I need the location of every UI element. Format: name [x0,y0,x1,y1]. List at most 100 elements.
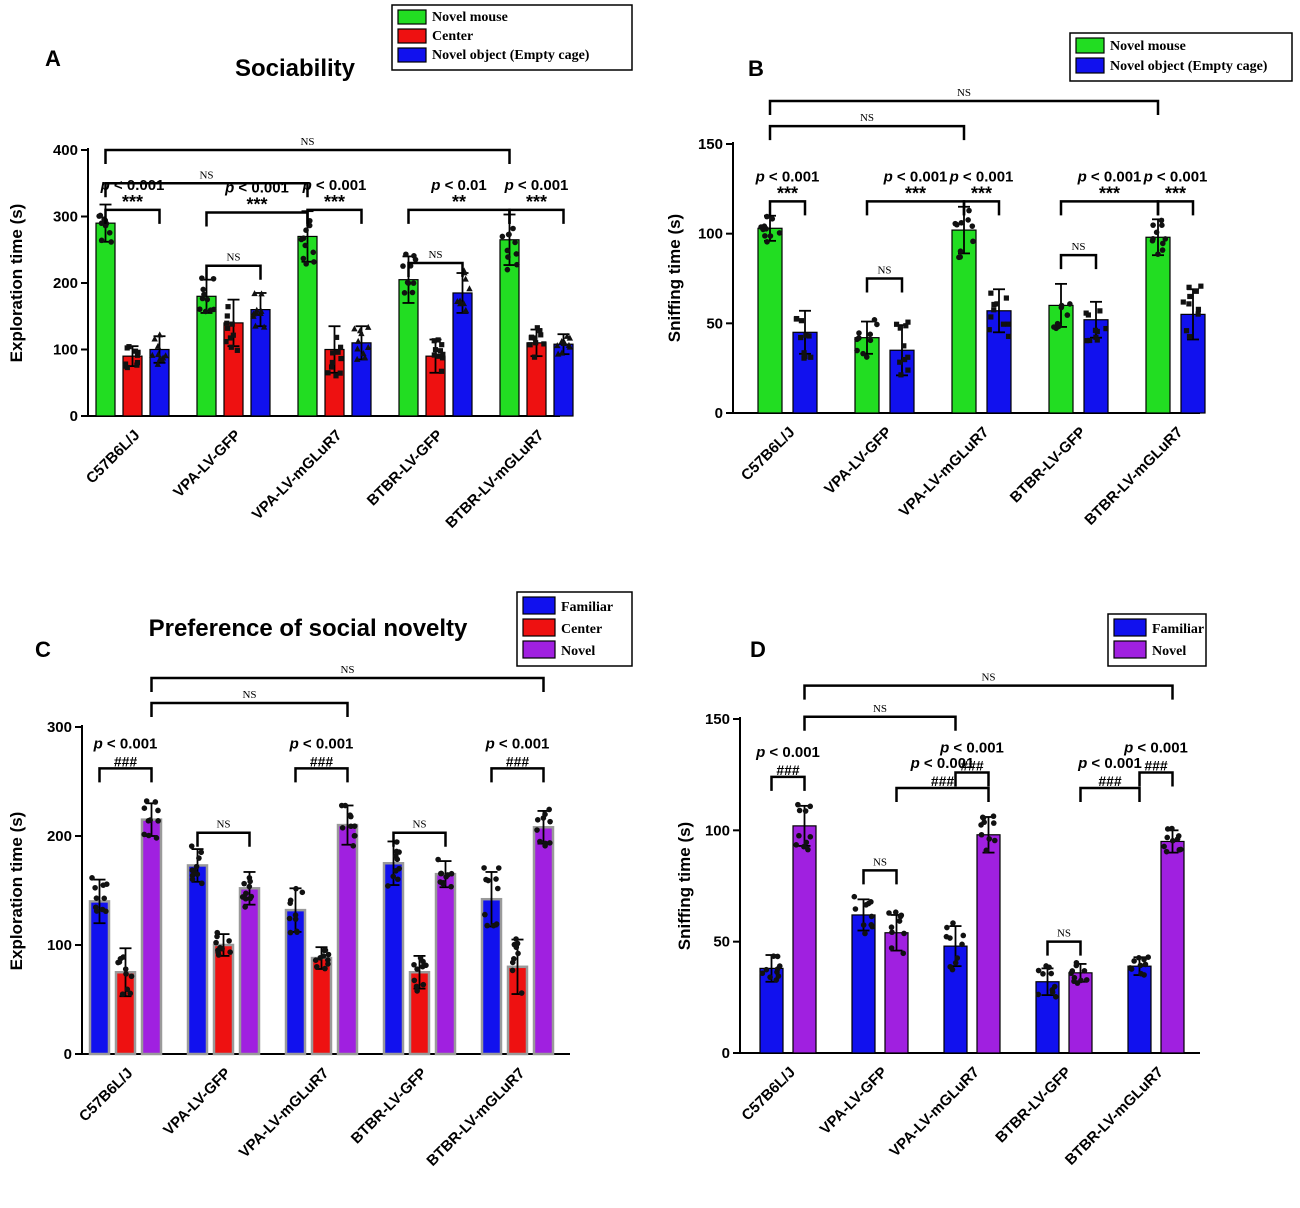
data-point [504,266,511,273]
data-point [1169,837,1176,844]
data-point [901,343,907,349]
data-point [905,319,911,325]
data-point [851,893,858,900]
data-point [542,843,548,849]
legend-swatch [1075,57,1105,74]
category-label: C57B6L/J [76,1065,136,1125]
p-threshold: < 0.001 [959,168,1014,185]
data-point [226,938,232,944]
data-point [1186,284,1192,290]
significance-bracket [508,208,565,224]
data-point [400,263,406,269]
data-point [440,351,446,357]
data-point [862,930,868,937]
data-point [122,966,129,972]
p-value-label: p < 0.001 [1143,168,1208,185]
panel-c: C Preference of social novelty Exploration… [7,591,633,1170]
data-point [793,842,800,848]
data-point [1071,978,1077,985]
data-point [1195,311,1201,317]
data-point [528,334,535,340]
data-point [325,957,331,963]
data-point [868,913,875,920]
data-point [1180,299,1186,305]
p-symbol: p [910,755,920,772]
p-value-label: p < 0.001 [93,735,158,752]
data-point [903,323,909,329]
significance-bracket [1156,200,1195,216]
legend-swatch [1075,37,1105,54]
data-point [900,950,907,957]
data-point [769,216,776,222]
category-label: BTBR-LV-mGLuR7 [1081,424,1186,529]
data-point [803,332,809,338]
data-point [466,285,473,292]
data-point [566,334,574,341]
legend-box [1069,32,1293,82]
significance-bracket [407,208,511,224]
p-threshold: < 0.001 [299,735,354,752]
data-point [1051,983,1058,990]
data-point [365,323,372,330]
data-point [225,325,231,331]
data-point [518,990,525,996]
bar [1145,236,1171,414]
data-point [348,813,354,820]
significance-bracket [205,211,309,227]
y-tick-label: 200 [47,828,72,845]
legend-swatch [397,47,427,63]
data-point [854,347,860,354]
data-point [1052,994,1059,1000]
p-value-label: p < 0.001 [883,168,948,185]
p-symbol: p [485,735,495,752]
data-point [437,879,444,885]
data-point [540,815,547,821]
data-point [983,847,990,854]
data-point [541,341,547,347]
category-label: VPA-LV-mGLuR7 [249,427,345,523]
significance-bracket [490,767,545,783]
data-point [897,913,904,920]
data-point [435,353,442,359]
data-point [410,280,417,286]
data-point [337,370,343,376]
data-point [247,895,253,902]
data-point [219,945,225,952]
data-point [361,354,369,361]
legend: Familiar Novel [1107,613,1207,667]
data-point [511,955,517,962]
p-value-label: p < 0.001 [100,177,165,194]
data-point [1178,846,1184,853]
data-point [456,297,464,304]
data-point [325,961,331,967]
data-point [311,259,317,265]
panel-letter: A [45,46,61,71]
data-point [342,802,349,809]
data-point [966,207,972,214]
data-point [328,364,335,370]
data-point [152,799,159,805]
data-point [93,895,100,901]
data-point [223,339,229,345]
data-point [333,373,339,379]
data-point [958,219,965,226]
data-point [1159,222,1165,228]
data-point [763,966,770,973]
data-point [329,359,335,366]
data-point [385,883,391,889]
p-symbol: p [302,177,312,194]
data-point [1087,337,1093,344]
data-point [762,233,768,239]
significance-marker: ### [114,753,138,769]
data-point [199,880,205,887]
p-symbol: p [755,168,765,185]
ns-label: NS [877,265,891,277]
p-threshold: < 0.001 [312,177,367,194]
data-point [250,310,257,317]
data-point [868,922,875,928]
data-point [120,954,127,960]
data-point [404,279,411,286]
data-point [313,963,320,970]
data-point [898,372,904,378]
data-point [798,318,804,324]
